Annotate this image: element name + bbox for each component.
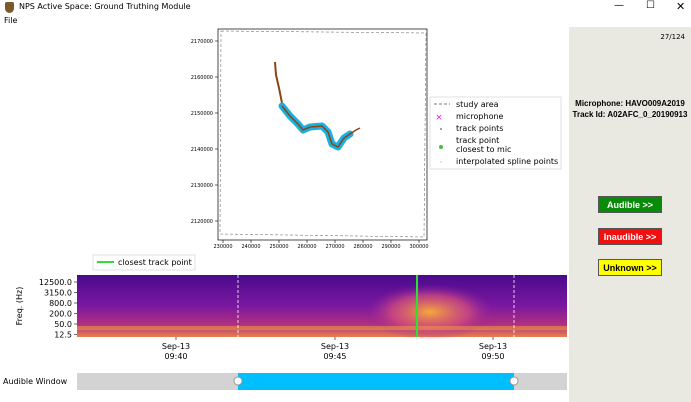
menu-file[interactable]: File — [4, 16, 18, 25]
spec-x-tick: 09:45 — [323, 352, 346, 361]
spec-y-tick: 12500.0 — [39, 278, 72, 287]
study-area — [219, 30, 427, 238]
map-x-tick: 240000 — [241, 244, 260, 250]
spec-ylabel: Freq. (Hz) — [15, 287, 24, 326]
slider-range — [238, 373, 514, 390]
map-legend-label: study area — [456, 100, 499, 109]
minimize[interactable]: — — [614, 0, 624, 11]
spec-x-tick: Sep-13 — [479, 342, 507, 351]
map-y-tick: 2160000 — [191, 75, 213, 81]
map-y-tick: 2130000 — [191, 183, 213, 189]
spectrogram-band — [77, 326, 567, 330]
legend-swatch — [439, 145, 443, 149]
map-axes — [217, 28, 428, 241]
spec-y-tick: 12.5 — [54, 331, 72, 340]
slider-handle-start[interactable] — [233, 376, 243, 386]
map-x-tick: 290000 — [381, 244, 400, 250]
spec-x-tick: 09:50 — [481, 352, 504, 361]
map-x-tick: 230000 — [213, 244, 232, 250]
map-x-tick: 300000 — [409, 244, 428, 250]
legend-swatch — [440, 161, 442, 163]
map-legend-label: microphone — [456, 112, 504, 121]
track-line — [274, 61, 283, 104]
map-legend-label: interpolated spline points — [456, 157, 558, 166]
spec-y-tick: 800.0 — [49, 299, 72, 308]
slider-label: Audible Window — [3, 377, 68, 386]
spec-y-tick: 50.0 — [54, 320, 72, 329]
close[interactable]: ✕ — [676, 0, 686, 13]
spectrogram-energy — [365, 284, 495, 340]
inaudible-button[interactable]: Inaudible >> — [598, 228, 662, 245]
spec-legend-label: closest track point — [118, 258, 192, 267]
legend-swatch: × — [435, 113, 443, 123]
spec-x-tick: Sep-13 — [162, 342, 190, 351]
track-id: Track Id: A02AFC_0_20190913 — [572, 110, 688, 119]
map-x-tick: 250000 — [269, 244, 288, 250]
map-x-tick: 260000 — [297, 244, 316, 250]
map-x-tick: 270000 — [325, 244, 344, 250]
track-points — [281, 105, 361, 148]
plots: × closest track point Freq. (Hz) Audible… — [3, 28, 567, 390]
map-x-tick: 280000 — [353, 244, 372, 250]
map-y-tick: 2140000 — [191, 147, 213, 153]
map-legend-label: track point closest to mic — [456, 136, 511, 154]
app-icon — [5, 2, 14, 13]
spec-y-tick: 200.0 — [49, 310, 72, 319]
side-panel: 27/124 Microphone: HAVO009A2019 Track Id… — [569, 27, 691, 402]
map-legend-label: track points — [456, 124, 503, 133]
audible-button[interactable]: Audible >> — [598, 196, 662, 213]
map-y-tick: 2120000 — [191, 219, 213, 225]
title-bar: NPS Active Space: Ground Truthing Module… — [0, 0, 691, 16]
spec-x-tick: 09:40 — [164, 352, 187, 361]
legend-swatch — [440, 128, 442, 130]
map-y-tick: 2150000 — [191, 111, 213, 117]
spec-y-tick: 3150.0 — [44, 289, 72, 298]
microphone-id: Microphone: HAVO009A2019 — [575, 99, 685, 108]
counter: 27/124 — [660, 33, 685, 41]
window-title: NPS Active Space: Ground Truthing Module — [19, 2, 191, 11]
maximize[interactable]: ☐ — [646, 0, 655, 11]
slider-handle-end[interactable] — [509, 376, 519, 386]
map-y-tick: 2170000 — [191, 39, 213, 45]
spec-legend — [92, 254, 196, 271]
map-legend — [429, 96, 562, 170]
spec-x-tick: Sep-13 — [321, 342, 349, 351]
unknown-button[interactable]: Unknown >> — [598, 259, 662, 276]
